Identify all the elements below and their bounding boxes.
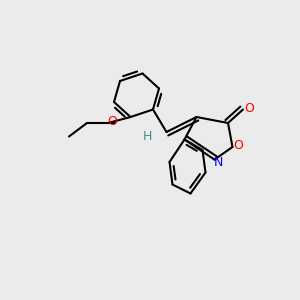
Text: O: O (108, 115, 117, 128)
Text: O: O (245, 101, 254, 115)
Text: O: O (233, 139, 243, 152)
Text: H: H (142, 130, 152, 143)
Text: N: N (213, 155, 223, 169)
